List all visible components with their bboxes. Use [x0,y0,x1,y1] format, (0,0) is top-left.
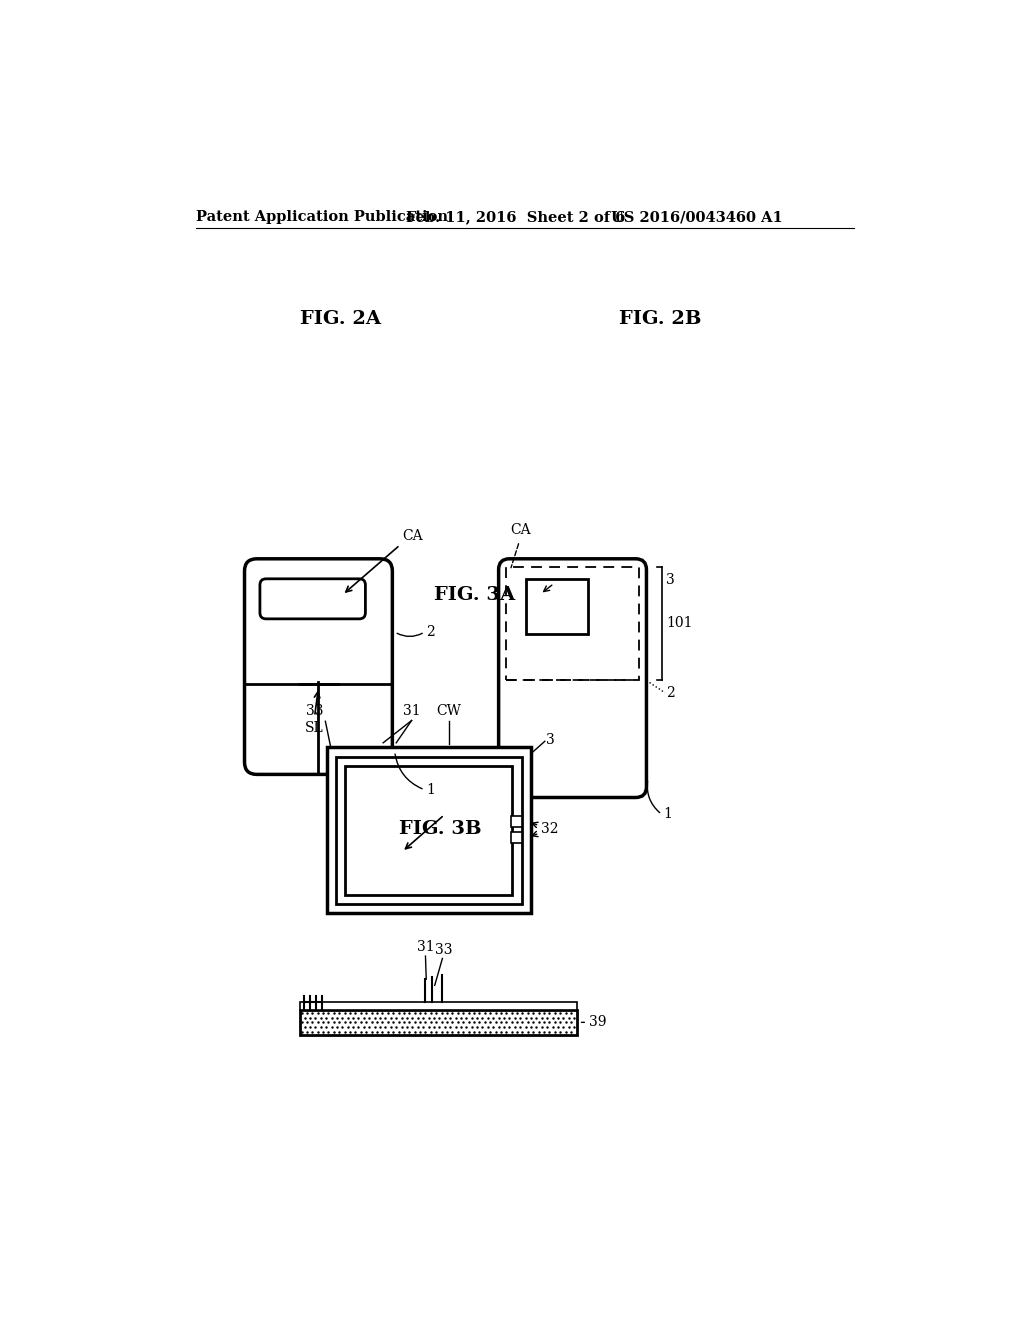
Text: 39: 39 [589,1015,606,1030]
Bar [300,1002,578,1010]
Text: 3: 3 [547,733,555,747]
Text: 3: 3 [667,573,675,587]
Text: CW: CW [436,704,461,718]
Text: Feb. 11, 2016  Sheet 2 of 6: Feb. 11, 2016 Sheet 2 of 6 [407,210,626,224]
Text: FIG. 2A: FIG. 2A [300,310,381,327]
Text: FIG. 3B: FIG. 3B [398,820,481,838]
Bar [345,766,512,895]
FancyBboxPatch shape [499,558,646,797]
Text: 31: 31 [417,940,434,954]
Text: 31: 31 [402,704,421,718]
Text: SL: SL [304,721,324,735]
Text: 33: 33 [435,942,453,957]
Bar [526,578,588,635]
Text: 101: 101 [667,616,693,631]
Bar [300,1010,578,1035]
Bar [511,832,521,842]
Text: 2: 2 [667,686,675,700]
FancyBboxPatch shape [245,558,392,775]
Text: FIG. 3A: FIG. 3A [434,586,515,605]
Bar [336,756,521,904]
Text: 1: 1 [664,808,673,821]
Bar [327,747,531,913]
Text: 1: 1 [426,783,435,797]
Text: CA: CA [402,529,423,544]
Text: Patent Application Publication: Patent Application Publication [196,210,449,224]
Text: US 2016/0043460 A1: US 2016/0043460 A1 [611,210,782,224]
Text: 2: 2 [426,624,435,639]
FancyBboxPatch shape [260,579,366,619]
Text: 33: 33 [305,704,323,718]
Bar [506,566,639,681]
Text: 32: 32 [541,822,558,837]
Text: FIG. 2B: FIG. 2B [620,310,701,327]
Bar [511,816,521,828]
Text: CA: CA [510,523,530,537]
